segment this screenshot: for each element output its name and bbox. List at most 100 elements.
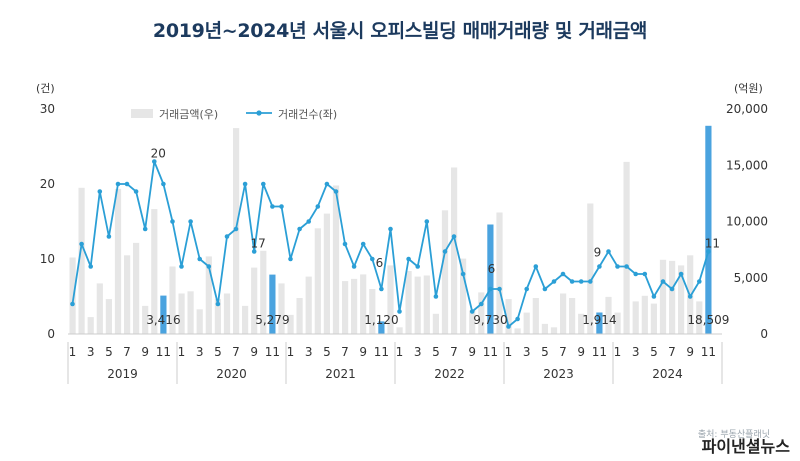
month-tick-label: 7 [232,345,240,359]
bar [678,265,685,334]
chart-title: 2019년~2024년 서울시 오피스빌딩 매매거래량 및 거래금액 [152,20,648,42]
count-point [642,271,648,277]
count-point [415,264,421,269]
month-tick-label: 7 [341,345,349,359]
bar [569,298,576,334]
month-tick-label: 11 [374,345,389,359]
right-tick-label: 10,000 [726,215,768,229]
count-point [297,226,302,232]
month-tick-label: 1 [396,345,404,359]
count-point [288,256,293,262]
count-point [351,264,357,269]
bar [460,258,467,334]
year-label: 2022 [434,367,465,381]
bar [287,314,294,334]
count-point [251,249,257,254]
bar [314,228,321,335]
count-point [388,226,393,232]
bar [578,313,585,335]
month-tick-label: 1 [505,345,513,359]
bar [632,301,639,334]
month-tick-label: 1 [69,345,77,359]
month-tick-label: 9 [468,345,476,359]
right-tick-label: 5,000 [734,271,768,285]
legend-line-marker [256,110,262,116]
data-labels: 3,416 5,279 1,120 9,730 1,914 18,509 20 17 6 6 9 11 [146,147,729,328]
bar [405,271,412,334]
count-point [170,219,175,224]
amount-data-label: 18,509 [687,313,729,327]
count-data-label: 17 [251,237,266,251]
month-tick-label: 7 [123,345,131,359]
bar-highlight [160,295,167,334]
count-point [88,264,93,269]
source-note: 출처: 부동산플래닛 [698,428,770,440]
month-tick-label: 5 [323,345,331,359]
count-point [224,234,230,239]
count-point [624,264,629,269]
bar [387,265,394,334]
month-tick-label: 11 [483,345,498,359]
bar [114,188,122,334]
count-point [306,219,312,224]
month-tick-label: 11 [265,345,280,359]
month-tick-label: 5 [541,345,549,359]
count-point [569,279,575,284]
bar [523,312,530,334]
year-label: 2023 [543,367,574,381]
count-data-label: 20 [151,147,166,161]
count-point [669,286,675,292]
bar-highlight [269,274,276,334]
count-point [270,204,275,209]
bar [187,291,194,335]
legend-bar-swatch [131,109,153,118]
count-point [678,271,684,277]
month-tick-label: 9 [141,345,149,359]
bar [251,267,258,334]
bar [641,295,648,335]
amount-data-label: 3,416 [146,313,180,327]
month-tick-label: 1 [178,345,186,359]
count-point [379,286,384,292]
bar [305,276,312,334]
bar [514,328,521,334]
bar [242,305,249,334]
month-tick-label: 7 [668,345,676,359]
bar [669,260,676,334]
bar [623,161,630,334]
bar [124,255,131,335]
bar [169,266,176,334]
year-label: 2024 [652,367,683,381]
count-point [460,271,466,277]
amount-data-label: 5,279 [255,313,289,327]
bar [560,293,567,334]
count-point [560,271,566,277]
month-tick-label: 1 [287,345,295,359]
count-point [188,219,193,224]
count-point [97,189,103,194]
bar [550,327,558,335]
month-tick-label: 1 [614,345,622,359]
bar [650,303,657,334]
bar [342,281,349,334]
month-tick-label: 3 [632,345,640,359]
count-point [279,204,284,209]
month-tick-label: 3 [523,345,531,359]
bar [196,309,203,335]
bar [541,323,548,334]
count-point [360,241,366,247]
bar-highlight [705,125,712,334]
month-tick-label: 5 [650,345,658,359]
count-point [79,241,84,247]
legend: 거래금액(우) 거래건수(좌) [131,108,337,121]
bar [369,289,376,334]
amount-data-label: 9,730 [473,313,507,327]
brand-logo: 파이낸셜뉴스 [702,437,791,456]
count-data-label: 6 [488,262,496,276]
count-point [451,234,457,239]
bar [659,259,667,335]
count-point [687,294,693,299]
count-point [551,279,557,284]
